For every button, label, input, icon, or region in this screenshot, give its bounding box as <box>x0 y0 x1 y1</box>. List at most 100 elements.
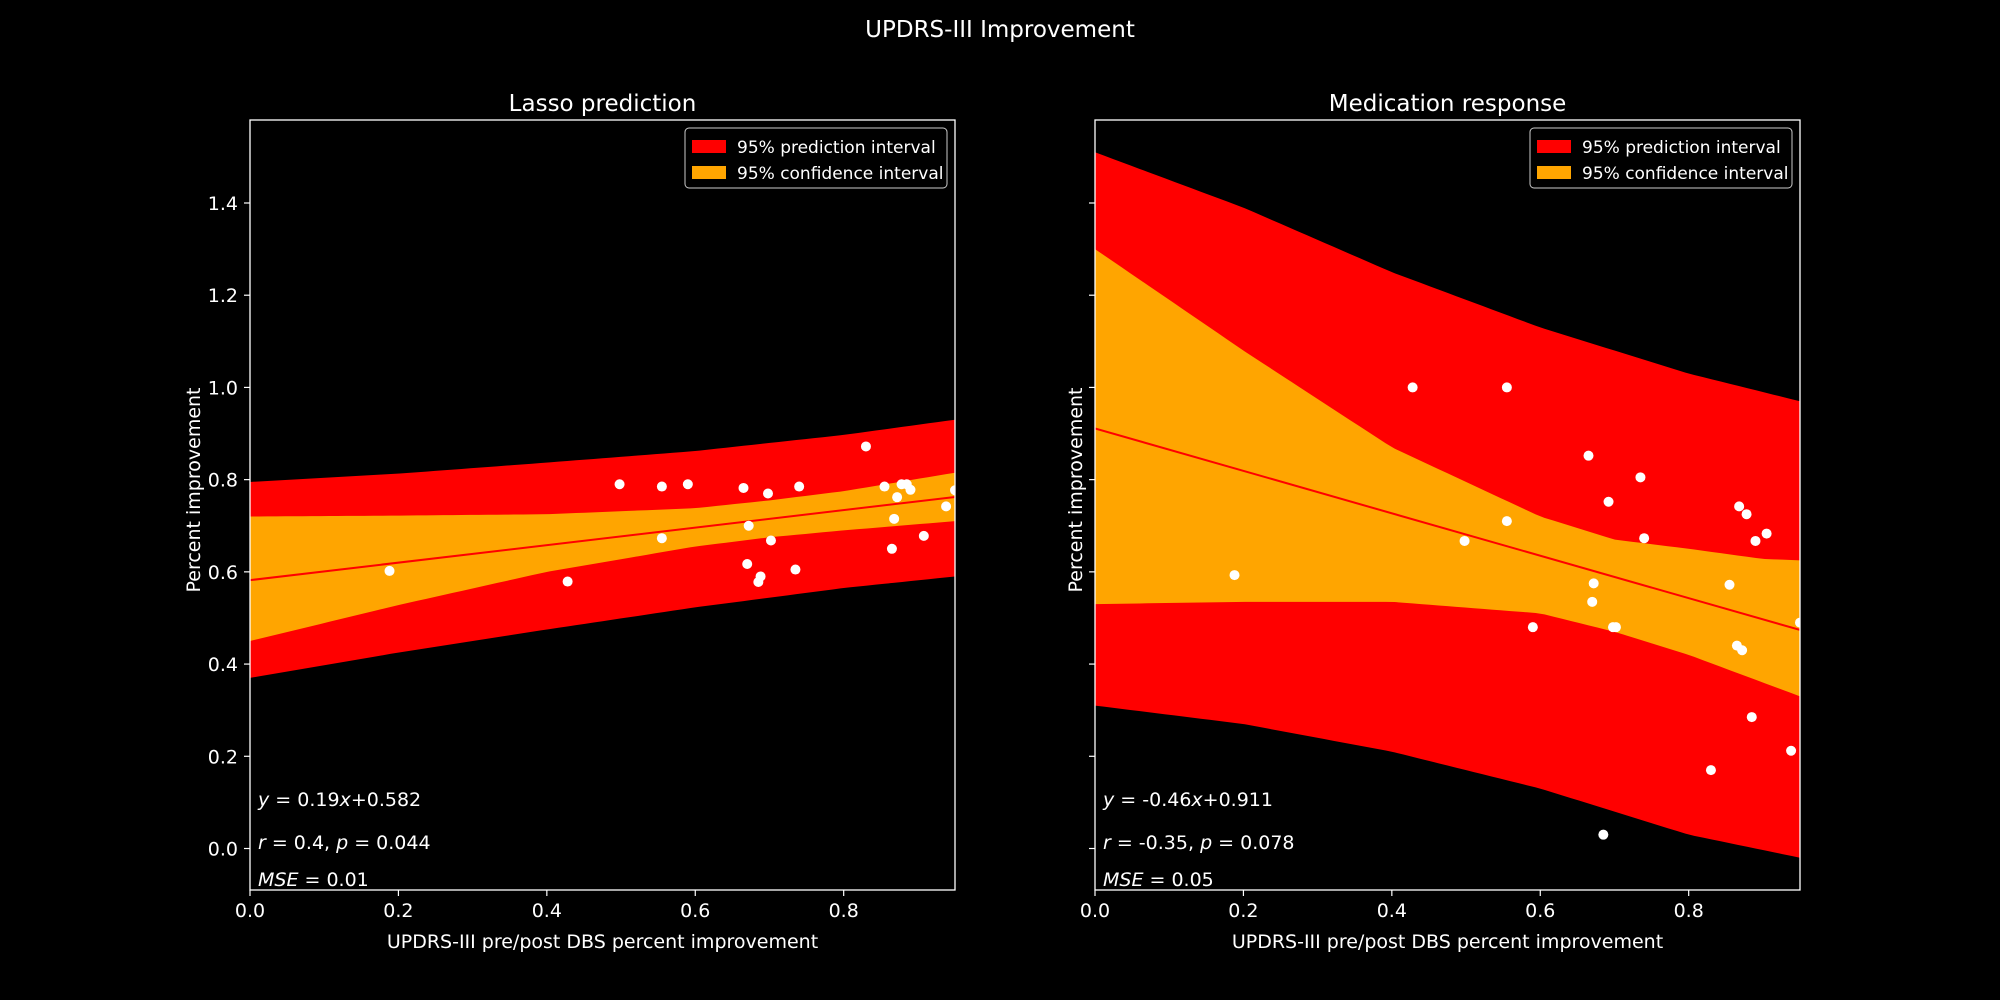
data-point <box>1786 745 1797 756</box>
legend-swatch <box>692 166 726 179</box>
panel-lasso-prediction: 0.0 0.2 0.4 0.6 0.8 0.0 0.2 0.4 0.6 0.8 1.0 1.2 1.4 U… <box>183 91 956 953</box>
data-point <box>941 501 952 512</box>
data-point <box>762 488 773 499</box>
data-point <box>1598 829 1609 840</box>
x-tick-label: 0.0 <box>1080 900 1110 922</box>
x-tick-label: 0.4 <box>532 900 562 922</box>
data-point <box>1795 617 1800 628</box>
figure-title: UPDRS-III Improvement <box>865 17 1135 43</box>
axes-title: Lasso prediction <box>509 91 697 117</box>
data-point <box>790 564 801 575</box>
confidence-interval-band <box>1095 249 1800 697</box>
legend-box <box>1529 127 1793 189</box>
mse-annotation: MSE = 0.01 <box>258 869 369 891</box>
regression-line <box>250 495 955 582</box>
data-point <box>918 530 929 541</box>
data-point <box>1746 712 1757 723</box>
data-point <box>384 565 395 576</box>
data-point <box>1501 382 1512 393</box>
x-axis-label: UPDRS-III pre/post DBS percent improveme… <box>387 931 818 953</box>
legend-label: 95% prediction interval <box>737 138 936 158</box>
confidence-interval-band <box>250 472 955 642</box>
data-point <box>1761 528 1772 539</box>
axes-frame <box>249 119 956 891</box>
regression-line <box>1095 427 1800 631</box>
x-axis-label: UPDRS-III pre/post DBS percent improveme… <box>1232 931 1663 953</box>
data-point <box>1741 509 1752 520</box>
data-point <box>905 484 916 495</box>
data-point <box>1639 533 1650 544</box>
y-axis-label: Percent improvement <box>1065 387 1087 592</box>
data-point <box>1501 516 1512 527</box>
data-point <box>950 485 955 496</box>
legend-swatch <box>1537 140 1571 153</box>
legend: 95% prediction interval 95% confidence in… <box>684 127 948 189</box>
y-tick-label: 0.2 <box>208 746 238 768</box>
x-tick-label: 0.6 <box>680 900 710 922</box>
data-point <box>656 481 667 492</box>
regression-equation: y = 0.19x+0.582 <box>257 789 421 811</box>
y-tick-label: 1.4 <box>208 193 238 215</box>
y-tick-label: 0.8 <box>208 470 238 492</box>
correlation-stats: r = -0.35, p = 0.078 <box>1103 832 1295 854</box>
data-point <box>1610 622 1621 633</box>
data-point <box>1583 450 1594 461</box>
y-tick-label: 0.6 <box>208 562 238 584</box>
data-point <box>1705 765 1716 776</box>
plot-content <box>1095 152 1800 858</box>
data-point <box>755 571 766 582</box>
y-tick-label: 0.4 <box>208 654 238 676</box>
data-point <box>614 479 625 490</box>
data-point <box>1587 596 1598 607</box>
data-point <box>1724 579 1735 590</box>
x-tick-label: 0.8 <box>1674 900 1704 922</box>
data-point <box>889 513 900 524</box>
regression-equation: y = -0.46x+0.911 <box>1102 789 1273 811</box>
data-point <box>860 441 871 452</box>
data-point <box>1229 570 1240 581</box>
x-tick-label: 0.2 <box>1228 900 1258 922</box>
data-point <box>738 482 749 493</box>
correlation-stats: r = 0.4, p = 0.044 <box>258 832 431 854</box>
data-point <box>892 492 903 503</box>
legend-label: 95% confidence interval <box>737 164 943 184</box>
data-point <box>879 481 890 492</box>
x-tick-label: 0.2 <box>383 900 413 922</box>
y-tick-label: 1.0 <box>208 377 238 399</box>
data-point <box>682 479 693 490</box>
y-axis-label: Percent improvement <box>183 387 205 592</box>
data-point <box>1407 382 1418 393</box>
legend-box <box>684 127 948 189</box>
plot-content <box>250 419 955 678</box>
axes-frame <box>1094 119 1801 891</box>
legend-swatch <box>1537 166 1571 179</box>
x-tick-label: 0.0 <box>235 900 265 922</box>
data-point <box>1737 645 1748 656</box>
legend-label: 95% prediction interval <box>1582 138 1781 158</box>
data-point <box>1459 535 1470 546</box>
legend: 95% prediction interval 95% confidence in… <box>1529 127 1793 189</box>
x-tick-label: 0.8 <box>829 900 859 922</box>
data-point <box>765 535 776 546</box>
legend-swatch <box>692 140 726 153</box>
data-point <box>886 543 897 554</box>
mse-annotation: MSE = 0.05 <box>1103 869 1214 891</box>
x-tick-label: 0.6 <box>1525 900 1555 922</box>
data-point <box>794 481 805 492</box>
y-tick-label: 0.0 <box>208 839 238 861</box>
data-point <box>1603 496 1614 507</box>
legend-label: 95% confidence interval <box>1582 164 1788 184</box>
data-point <box>1588 578 1599 589</box>
data-point <box>562 576 573 587</box>
data-point <box>1635 472 1646 483</box>
data-point <box>743 520 754 531</box>
data-point <box>1750 535 1761 546</box>
data-point <box>1527 622 1538 633</box>
x-tick-label: 0.4 <box>1377 900 1407 922</box>
y-tick-label: 1.2 <box>208 285 238 307</box>
data-point <box>656 533 667 544</box>
panel-medication-response: 0.0 0.2 0.4 0.6 0.8 UPDRS-III pre/post DBS pe… <box>1065 91 1801 953</box>
data-point <box>742 559 753 570</box>
data-point <box>1734 501 1745 512</box>
